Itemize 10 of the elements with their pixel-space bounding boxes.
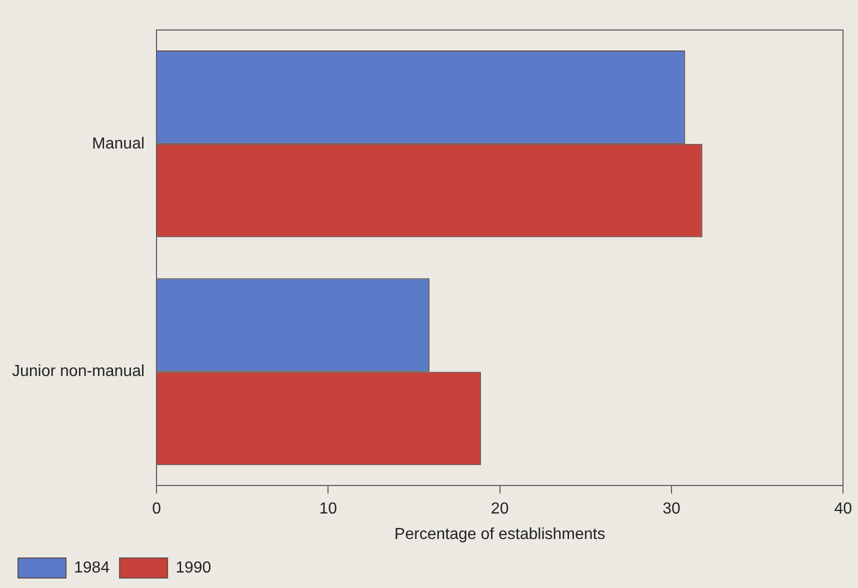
legend-label: 1990 [176, 559, 212, 576]
y-tick-label: Manual [92, 135, 145, 152]
x-tick-label: 30 [662, 500, 680, 518]
x-axis-title: Percentage of establishments [394, 526, 606, 543]
x-tick-label: 10 [319, 500, 338, 518]
y-tick-label: Junior non-manual [12, 363, 145, 380]
legend-label: 1984 [74, 559, 110, 576]
x-tick-label: 40 [834, 500, 852, 518]
x-tick-label: 20 [490, 500, 509, 518]
x-tick-label: 0 [152, 500, 162, 518]
